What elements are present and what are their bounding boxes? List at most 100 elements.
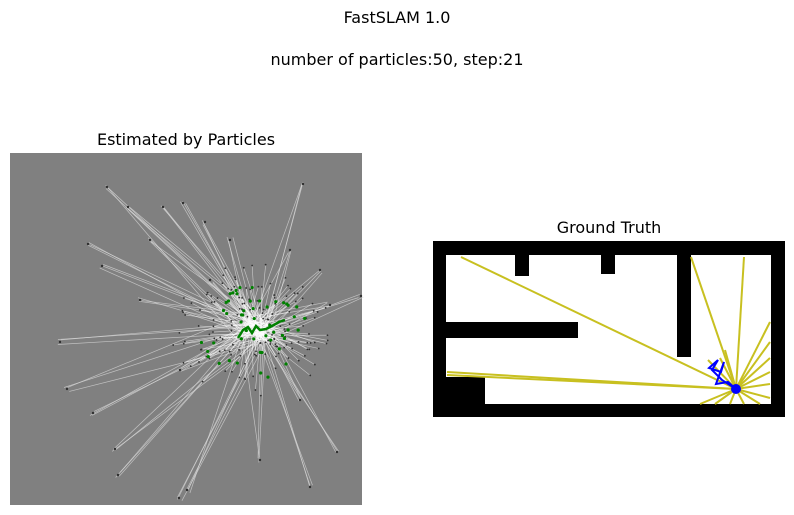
landmark-estimate (297, 359, 300, 362)
landmark-estimate (326, 334, 329, 337)
robot-marker (731, 384, 741, 394)
ground-truth-trajectory (707, 359, 737, 390)
landmark-estimate-group (58, 182, 363, 500)
right-panel-title: Ground Truth (556, 218, 662, 237)
particle (199, 340, 204, 345)
landmark-estimate (241, 308, 243, 311)
landmark-estimate (233, 285, 236, 288)
wall-vertical (677, 255, 691, 357)
landmark-estimate (309, 374, 312, 377)
landmark-estimate (199, 309, 201, 311)
landmark-estimate (197, 325, 200, 327)
particle (239, 320, 243, 324)
particle (282, 301, 286, 305)
landmark-estimate (228, 350, 231, 353)
particle-ray (259, 181, 304, 343)
landmark-estimate (309, 342, 312, 344)
landmark-estimate (255, 354, 258, 357)
landmark-estimate (308, 348, 311, 351)
landmark-estimate (253, 353, 256, 356)
particle-ray (113, 321, 249, 450)
landmark-estimate (222, 274, 225, 277)
landmark-estimate (273, 337, 276, 340)
landmark-estimate (288, 310, 291, 313)
landmark-estimate (276, 345, 279, 348)
particle (282, 336, 287, 341)
landmark-estimate (324, 307, 327, 309)
landmark-estimate (308, 485, 312, 489)
landmark-estimate (212, 331, 214, 333)
landmark-estimate (274, 302, 277, 305)
landmark-estimate (230, 320, 233, 322)
landmark-estimate (242, 266, 245, 269)
landmark-estimate (289, 287, 292, 290)
landmark-estimate (264, 341, 267, 344)
landmark-estimate (259, 394, 262, 397)
landmark-estimate (257, 285, 260, 288)
landmark-estimate (269, 282, 272, 285)
landmark-estimate (203, 220, 207, 224)
landmark-estimate (279, 325, 282, 328)
particle-ray (239, 331, 247, 378)
landmark-estimate (283, 346, 286, 349)
landmark-estimate (246, 315, 249, 318)
particle-ray (177, 326, 267, 498)
landmark-estimate (313, 363, 316, 366)
landmark-estimate (208, 278, 212, 282)
landmark-estimate (254, 389, 257, 391)
particle (266, 375, 270, 379)
landmark-estimate (267, 318, 270, 321)
landmark-estimate (243, 302, 246, 305)
landmark-estimate (262, 317, 265, 320)
particle-ray (240, 327, 247, 356)
particle-ray (259, 317, 315, 337)
lidar-ray (735, 256, 745, 390)
landmark-estimate (296, 292, 299, 295)
particle-ray (244, 296, 287, 328)
landmark-estimate (243, 362, 246, 365)
particle-ray (87, 244, 260, 331)
landmark-estimate (241, 302, 244, 305)
landmark-estimate (161, 205, 165, 209)
landmark-estimate (215, 339, 218, 341)
landmark-estimate (261, 312, 264, 315)
particle (234, 288, 238, 293)
particle-group (199, 285, 307, 379)
estimated-panel (10, 153, 364, 505)
landmark-estimate (230, 353, 233, 356)
particle-ray (250, 269, 321, 328)
particle-ray (198, 325, 258, 331)
landmark-estimate (255, 350, 257, 353)
lidar-ray (735, 388, 771, 399)
landmark-estimate (181, 309, 184, 312)
particle-ray (202, 338, 260, 382)
landmark-estimate (291, 347, 294, 350)
landmark-estimate (238, 348, 240, 351)
landmark-estimate (316, 311, 319, 313)
particle-ray (120, 335, 245, 473)
particle-ray (260, 285, 289, 321)
particle-ray (182, 327, 257, 371)
particle-ray (257, 303, 313, 337)
landmark-estimate (200, 348, 203, 351)
particle (225, 311, 229, 316)
particle (286, 328, 290, 332)
particle-ray (251, 330, 254, 377)
left-panel-title: Estimated by Particles (96, 130, 276, 149)
landmark-estimate (326, 339, 329, 342)
landmark-estimate (184, 314, 187, 316)
particle (303, 316, 307, 321)
landmark-estimate (294, 300, 297, 303)
landmark-estimate (271, 313, 274, 315)
landmark-estimate (311, 302, 314, 305)
landmark-estimate (288, 323, 291, 326)
particle-ray (182, 200, 258, 331)
landmark-estimate (328, 303, 332, 307)
landmark-estimate (206, 291, 209, 294)
landmark-estimate (273, 294, 276, 296)
landmark-estimate (212, 325, 215, 328)
particle-ray (254, 330, 292, 344)
particle-ray (264, 303, 276, 331)
landmark-estimate (58, 340, 62, 344)
landmark-estimate (113, 447, 117, 451)
